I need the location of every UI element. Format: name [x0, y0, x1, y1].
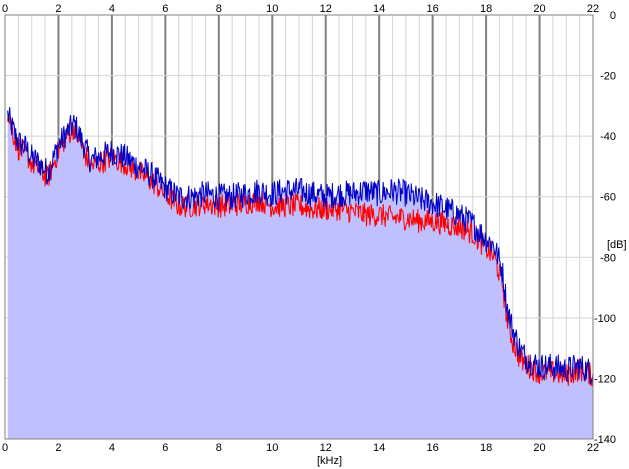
y-axis-label: [dB]	[607, 239, 627, 251]
series-line-blue	[7, 107, 594, 385]
x-tick-label-bottom: 10	[266, 442, 278, 454]
x-tick-label-bottom: 2	[55, 442, 61, 454]
x-tick-label-top: 16	[427, 3, 439, 15]
x-tick-label-top: 14	[373, 3, 385, 15]
series-line-red	[7, 113, 594, 387]
x-tick-label-top: 10	[266, 3, 278, 15]
plot-frame	[4, 14, 594, 440]
y-tick-label: -120	[594, 373, 616, 385]
x-tick-label-bottom: 12	[320, 442, 332, 454]
x-tick-label-top: 8	[216, 3, 222, 15]
series-layer	[7, 107, 594, 387]
x-tick-label-bottom: 0	[2, 442, 8, 454]
x-tick-label-bottom: 6	[162, 442, 168, 454]
x-tick-label-bottom: 4	[109, 442, 115, 454]
x-tick-label-top: 18	[480, 3, 492, 15]
y-tick-label: -20	[600, 71, 616, 83]
x-tick-label-top: 12	[320, 3, 332, 15]
x-tick-label-bottom: 16	[427, 442, 439, 454]
x-tick-label-top: 0	[2, 3, 8, 15]
x-tick-label-bottom: 20	[533, 442, 545, 454]
y-tick-label: -40	[600, 131, 616, 143]
x-tick-label-top: 6	[162, 3, 168, 15]
x-tick-label-bottom: 8	[216, 442, 222, 454]
y-tick-label: -100	[594, 313, 616, 325]
x-axis-top: 0 2 4 6 8 10 12 14 16 18 20 22	[2, 3, 599, 15]
y-tick-label: -60	[600, 192, 616, 204]
y-tick-label: 0	[610, 10, 616, 22]
x-tick-label-top: 4	[109, 3, 115, 15]
x-axis-label: [kHz]	[317, 455, 342, 467]
x-tick-label-top: 20	[533, 3, 545, 15]
x-tick-label-top: 2	[55, 3, 61, 15]
x-tick-label-bottom: 14	[373, 442, 385, 454]
y-tick-label: -140	[594, 434, 616, 446]
x-axis-bottom: 0 2 4 6 8 10 12 14 16 18 20 22	[2, 442, 599, 454]
x-tick-label-bottom: 18	[480, 442, 492, 454]
x-tick-label-bottom: 22	[587, 442, 599, 454]
x-tick-label-top: 22	[587, 3, 599, 15]
y-axis-right: 0 -20 -40 -60 -80 -100 -120 -140	[594, 10, 616, 446]
y-tick-label: -80	[600, 252, 616, 264]
